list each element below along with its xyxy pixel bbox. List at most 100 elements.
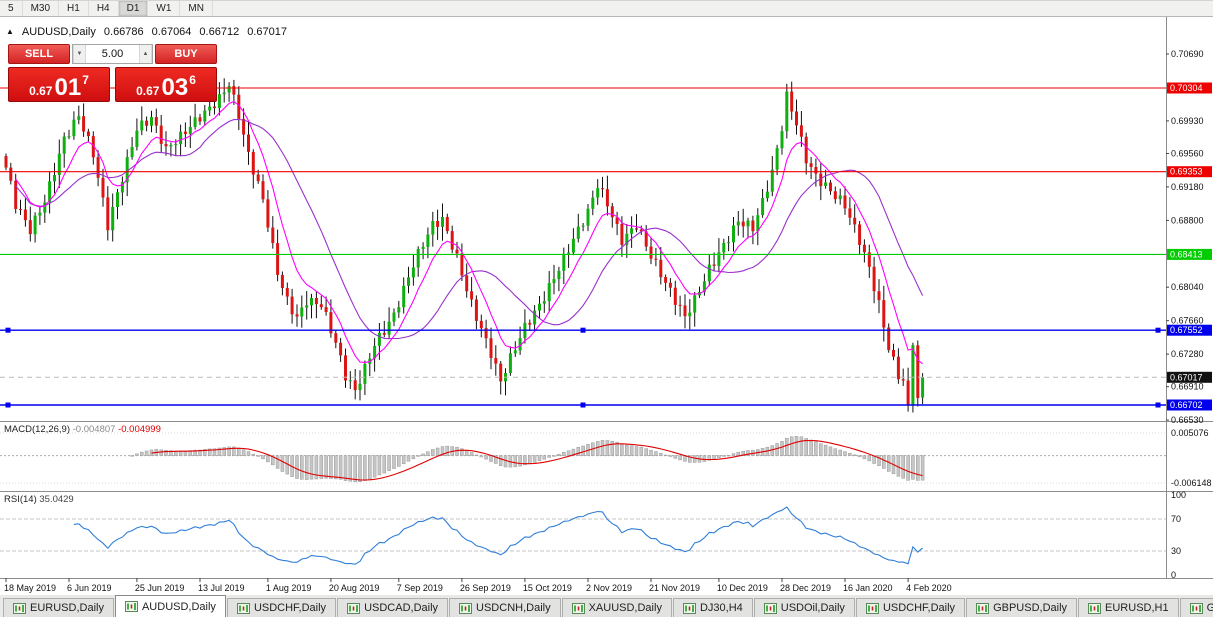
svg-text:100: 100 [1171, 490, 1186, 500]
sell-price-big: 01 [54, 74, 82, 102]
chart-tab-icon [682, 602, 696, 614]
svg-text:20 Aug 2019: 20 Aug 2019 [329, 583, 380, 593]
svg-text:-0.006148: -0.006148 [1171, 478, 1212, 488]
chart-tab-icon [865, 602, 879, 614]
svg-text:0.67660: 0.67660 [1171, 316, 1204, 326]
chart-tabs: EURUSD,Daily AUDUSD,Daily USDCHF,Daily USDC… [0, 594, 1213, 617]
timeframe-button-h1[interactable]: H1 [59, 1, 89, 16]
svg-text:10 Dec 2019: 10 Dec 2019 [717, 583, 768, 593]
price-axis[interactable]: 0.70690 0.69930 0.69560 0.69180 0.68800 0.680… [1166, 49, 1212, 580]
svg-text:15 Oct 2019: 15 Oct 2019 [523, 583, 572, 593]
date-axis[interactable]: 18 May 2019 6 Jun 2019 25 Jun 2019 13 Jul 2… [4, 577, 952, 593]
svg-text:0.70690: 0.70690 [1171, 49, 1204, 59]
chart-tab-icon [13, 602, 26, 614]
tab-9-gbpusd-daily[interactable]: GBPUSD,Daily [966, 598, 1078, 617]
chart-tab-icon [236, 602, 250, 614]
macd-pane[interactable] [0, 432, 1166, 484]
timeframe-button-mn[interactable]: MN [180, 1, 213, 16]
chart-tab-icon [124, 601, 138, 612]
indicator-titles: MACD(12,26,9) -0.004807 -0.004999 RSI(14)… [4, 424, 161, 505]
sell-button[interactable]: SELL [8, 43, 70, 64]
tab-label: USDOil,Daily [780, 602, 845, 614]
tab-6-dj30-h4[interactable]: DJ30,H4 [672, 598, 753, 617]
pane-separators [0, 16, 1213, 579]
tab-7-usdoil-daily[interactable]: USDOil,Daily [753, 598, 855, 617]
chart-tab-icon [763, 602, 777, 614]
tab-0-eurusd-daily[interactable]: EURUSD,Daily [3, 598, 114, 617]
tab-8-usdchf-daily[interactable]: USDCHF,Daily [855, 598, 966, 617]
lot-size-value[interactable]: 5.00 [101, 47, 124, 60]
svg-text:7 Sep 2019: 7 Sep 2019 [397, 583, 443, 593]
svg-text:0.66910: 0.66910 [1171, 382, 1204, 392]
svg-text:30: 30 [1171, 546, 1181, 556]
timeframe-button-h4[interactable]: H4 [89, 1, 119, 16]
chart-tab-icon [1088, 602, 1102, 614]
chart-canvas[interactable]: 0.70690 0.69930 0.69560 0.69180 0.68800 0.680… [0, 16, 1213, 595]
tab-2-usdchf-daily[interactable]: USDCHF,Daily [226, 598, 337, 617]
lot-size-spinner: ▼ 5.00 ▲ [72, 43, 153, 64]
chart-tab-icon [571, 602, 585, 614]
sell-price-display[interactable]: 0.67 01 7 [8, 66, 110, 102]
one-click-toggle-icon[interactable]: ▲ [6, 26, 14, 36]
svg-text:0.68040: 0.68040 [1171, 282, 1204, 292]
buy-price-display[interactable]: 0.67 03 6 [115, 66, 217, 102]
chart-tab-icon [976, 602, 990, 614]
tab-label: EURUSD,Daily [30, 602, 104, 614]
tab-11-gbpaud-h1[interactable]: GBPAUD,H1 [1179, 598, 1213, 617]
svg-text:0.005076: 0.005076 [1171, 428, 1209, 438]
svg-text:0.69180: 0.69180 [1171, 182, 1204, 192]
timeframe-button-w1[interactable]: W1 [148, 1, 181, 16]
tab-label: AUDUSD,Daily [141, 600, 216, 613]
svg-text:21 Nov 2019: 21 Nov 2019 [649, 583, 700, 593]
svg-text:6 Jun 2019: 6 Jun 2019 [67, 583, 112, 593]
buy-button[interactable]: BUY [155, 43, 217, 64]
tab-label: GBPUSD,Daily [993, 602, 1068, 614]
timeframe-button-d1[interactable]: D1 [118, 1, 149, 16]
svg-text:0.70304: 0.70304 [1170, 83, 1203, 93]
candlestick-pane[interactable] [0, 78, 1166, 413]
timeframe-button-5[interactable]: 5 [0, 1, 23, 16]
svg-text:70: 70 [1171, 514, 1181, 524]
svg-text:0: 0 [1171, 570, 1176, 580]
svg-text:0.66702: 0.66702 [1170, 400, 1203, 410]
svg-text:25 Jun 2019: 25 Jun 2019 [135, 583, 185, 593]
svg-text:0.69353: 0.69353 [1170, 167, 1203, 177]
lot-increase-button[interactable]: ▲ [139, 44, 152, 63]
tab-5-xauusd-daily[interactable]: XAUUSD,Daily [561, 598, 672, 617]
timeframe-button-m30[interactable]: M30 [23, 1, 60, 16]
tab-1-audusd-daily[interactable]: AUDUSD,Daily [114, 595, 226, 617]
sell-price-prefix: 0.67 [29, 83, 53, 98]
svg-text:0.68413: 0.68413 [1170, 249, 1203, 259]
svg-text:0.69560: 0.69560 [1171, 148, 1204, 158]
svg-text:0.67552: 0.67552 [1170, 325, 1203, 335]
macd-title: MACD(12,26,9) -0.004807 -0.004999 [4, 424, 161, 435]
tab-label: USDCHF,Daily [882, 602, 956, 614]
buy-price-pipette: 6 [189, 72, 196, 87]
chart-tab-icon [459, 602, 473, 614]
tab-3-usdcad-daily[interactable]: USDCAD,Daily [337, 598, 449, 617]
svg-text:18 May 2019: 18 May 2019 [4, 583, 56, 593]
tab-4-usdcnh-daily[interactable]: USDCNH,Daily [449, 598, 561, 617]
tab-10-eurusd-h1[interactable]: EURUSD,H1 [1078, 598, 1179, 617]
svg-text:0.68800: 0.68800 [1171, 215, 1204, 225]
tab-label: DJ30,H4 [699, 602, 743, 614]
timeframe-toolbar: 5 M30 H1 H4 D1 W1 MN [0, 1, 1213, 17]
chart-area: 0.70690 0.69930 0.69560 0.69180 0.68800 0.680… [0, 16, 1213, 595]
tab-label: GBPAUD,H1 [1206, 602, 1213, 614]
svg-text:2 Nov 2019: 2 Nov 2019 [586, 583, 632, 593]
tab-label: USDCAD,Daily [364, 602, 439, 614]
rsi-pane[interactable] [0, 506, 1166, 565]
svg-text:26 Sep 2019: 26 Sep 2019 [460, 583, 511, 593]
buy-price-big: 03 [161, 74, 189, 102]
chart-background [0, 16, 1213, 595]
tab-label: USDCHF,Daily [253, 602, 327, 614]
svg-text:13 Jul 2019: 13 Jul 2019 [198, 583, 245, 593]
svg-text:0.69930: 0.69930 [1171, 116, 1204, 126]
svg-text:0.67280: 0.67280 [1171, 349, 1204, 359]
tab-label: USDCNH,Daily [476, 602, 551, 614]
sell-price-pipette: 7 [82, 72, 89, 87]
svg-text:28 Dec 2019: 28 Dec 2019 [780, 583, 831, 593]
svg-text:16 Jan 2020: 16 Jan 2020 [843, 583, 893, 593]
lot-decrease-button[interactable]: ▼ [73, 44, 86, 63]
